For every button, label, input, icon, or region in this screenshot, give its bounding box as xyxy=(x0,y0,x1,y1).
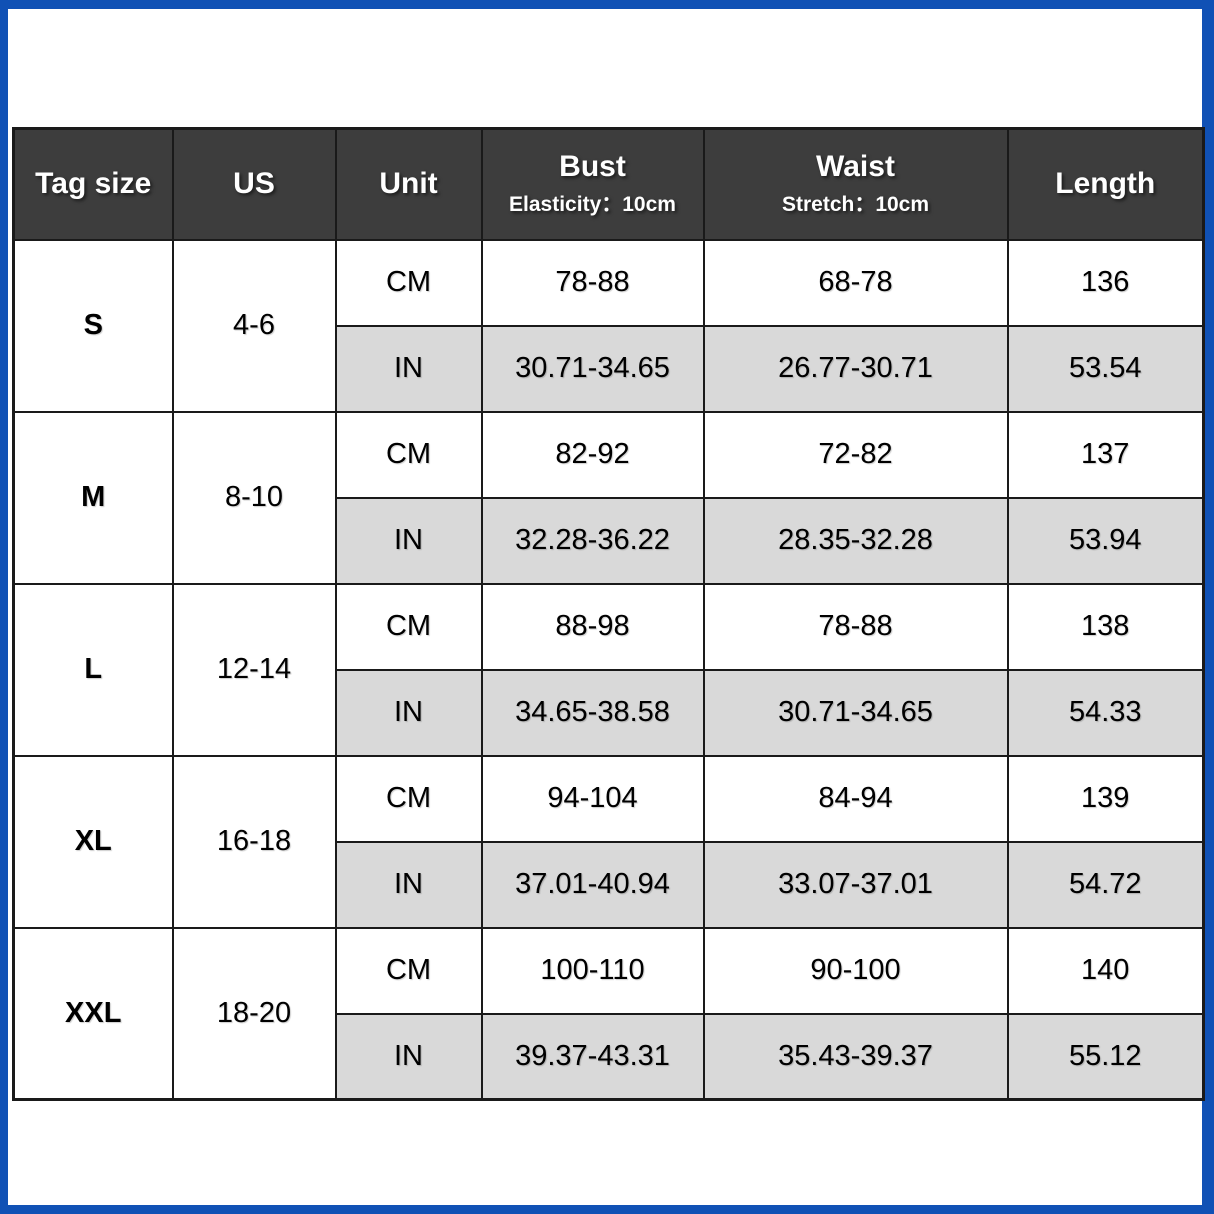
waist-value-cell: 33.07-37.01 xyxy=(702,840,1009,929)
bust-value-cell: 88-98 xyxy=(480,582,705,671)
table-row-s-in: IN 30.71-34.65 26.77-30.71 53.54 xyxy=(14,324,1205,413)
bust-value-cell: 37.01-40.94 xyxy=(480,840,705,929)
length-value-cell: 138 xyxy=(1006,582,1205,671)
bust-value-cell: 78-88 xyxy=(480,238,705,327)
bust-value-cell: 82-92 xyxy=(480,410,705,499)
unit-cell: IN xyxy=(334,324,483,413)
waist-value-cell: 90-100 xyxy=(702,926,1009,1015)
table-row-xxl-in: IN 39.37-43.31 35.43-39.37 55.12 xyxy=(14,1012,1205,1101)
bust-value-cell: 94-104 xyxy=(480,754,705,843)
col-header-unit: Unit xyxy=(334,127,483,241)
table-row-m-in: IN 32.28-36.22 28.35-32.28 53.94 xyxy=(14,496,1205,585)
table-row-xl-in: IN 37.01-40.94 33.07-37.01 54.72 xyxy=(14,840,1205,929)
bust-value-cell: 30.71-34.65 xyxy=(480,324,705,413)
us-range-cell: 16-18 xyxy=(171,754,337,929)
us-range-cell: 4-6 xyxy=(171,238,337,413)
length-value-cell: 55.12 xyxy=(1006,1012,1205,1101)
waist-value-cell: 84-94 xyxy=(702,754,1009,843)
col-header-bust: Bust Elasticity：10cm xyxy=(480,127,705,241)
unit-cell: CM xyxy=(334,754,483,843)
table-row-m-cm: M 8-10 CM 82-92 72-82 137 xyxy=(12,410,1205,585)
content-area: Tag size US Unit Bust Elasticity：10cm Wa… xyxy=(8,9,1205,1205)
unit-cell: IN xyxy=(334,1012,483,1101)
tag-size-cell: XXL xyxy=(12,926,174,1101)
unit-cell: IN xyxy=(334,496,483,585)
length-value-cell: 54.72 xyxy=(1006,840,1205,929)
tag-size-cell: L xyxy=(12,582,174,757)
bust-header-subtitle: Elasticity：10cm xyxy=(509,193,676,217)
tag-size-cell: XL xyxy=(12,754,174,929)
table-row-xxl-cm: XXL 18-20 CM 100-110 90-100 140 xyxy=(12,926,1205,1101)
col-header-length: Length xyxy=(1006,127,1205,241)
waist-value-cell: 68-78 xyxy=(702,238,1009,327)
header-row: Tag size US Unit Bust Elasticity：10cm Wa… xyxy=(12,127,1205,241)
bust-header-label: Bust xyxy=(559,150,626,184)
unit-cell: IN xyxy=(334,840,483,929)
unit-cell: CM xyxy=(334,410,483,499)
table-row-l-cm: L 12-14 CM 88-98 78-88 138 xyxy=(12,582,1205,757)
waist-value-cell: 72-82 xyxy=(702,410,1009,499)
size-chart-table: Tag size US Unit Bust Elasticity：10cm Wa… xyxy=(12,127,1205,1101)
waist-value-cell: 30.71-34.65 xyxy=(702,668,1009,757)
col-header-us: US xyxy=(171,127,337,241)
length-value-cell: 139 xyxy=(1006,754,1205,843)
col-header-tag-size: Tag size xyxy=(12,127,174,241)
table-row-xl-cm: XL 16-18 CM 94-104 84-94 139 xyxy=(12,754,1205,929)
unit-cell: CM xyxy=(334,926,483,1015)
length-value-cell: 54.33 xyxy=(1006,668,1205,757)
waist-value-cell: 28.35-32.28 xyxy=(702,496,1009,585)
us-range-cell: 12-14 xyxy=(171,582,337,757)
length-value-cell: 137 xyxy=(1006,410,1205,499)
unit-cell: CM xyxy=(334,238,483,327)
length-value-cell: 136 xyxy=(1006,238,1205,327)
length-value-cell: 53.54 xyxy=(1006,324,1205,413)
bust-value-cell: 39.37-43.31 xyxy=(480,1012,705,1101)
col-header-waist: Waist Stretch：10cm xyxy=(702,127,1009,241)
unit-cell: CM xyxy=(334,582,483,671)
waist-value-cell: 26.77-30.71 xyxy=(702,324,1009,413)
unit-cell: IN xyxy=(334,668,483,757)
bust-value-cell: 100-110 xyxy=(480,926,705,1015)
tag-size-cell: M xyxy=(12,410,174,585)
waist-value-cell: 78-88 xyxy=(702,582,1009,671)
bust-value-cell: 32.28-36.22 xyxy=(480,496,705,585)
waist-header-label: Waist xyxy=(816,150,895,184)
table-row-l-in: IN 34.65-38.58 30.71-34.65 54.33 xyxy=(14,668,1205,757)
tag-size-cell: S xyxy=(12,238,174,413)
table-row-s-cm: S 4-6 CM 78-88 68-78 136 xyxy=(12,238,1205,413)
us-range-cell: 18-20 xyxy=(171,926,337,1101)
length-value-cell: 53.94 xyxy=(1006,496,1205,585)
us-range-cell: 8-10 xyxy=(171,410,337,585)
waist-header-subtitle: Stretch：10cm xyxy=(781,193,930,217)
waist-value-cell: 35.43-39.37 xyxy=(702,1012,1009,1101)
length-value-cell: 140 xyxy=(1006,926,1205,1015)
bust-value-cell: 34.65-38.58 xyxy=(480,668,705,757)
